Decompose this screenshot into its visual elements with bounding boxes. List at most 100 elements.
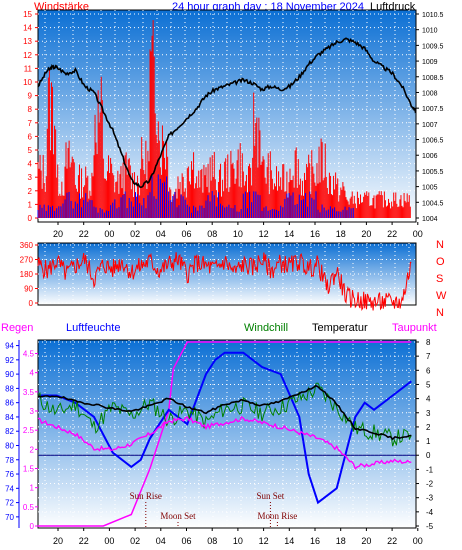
humidity-temp-grid [38, 340, 416, 528]
x-axis-ticks: 20 22 00 02 04 06 08 10 12 14 16 18 20 22 00 [53, 222, 423, 239]
x-tick-label: 20 [361, 229, 371, 239]
humidity-tick-label: 88 [5, 384, 14, 393]
dewpoint-legend-label: Taupunkt [392, 322, 437, 334]
x-tick-label: 04 [156, 229, 166, 239]
humidity-tick-label: 90 [5, 370, 14, 379]
wind-tick-label: 12 [23, 51, 32, 60]
rain-tick-label: 2 [30, 445, 35, 454]
rain-line [38, 341, 412, 527]
pressure-tick-label: 1006 [422, 153, 438, 160]
temperature-tick-label: 4 [426, 395, 431, 404]
x-tick-label: 00 [104, 229, 114, 239]
compass-label: S [436, 273, 443, 285]
pressure-right-axis: 1004 1004.5 1005 1005.5 1006 1006.5 1007 1007.5… [416, 12, 444, 223]
event-label: Sun Rise [130, 491, 162, 501]
wind-tick-label: 14 [23, 24, 32, 33]
wind-tick-label: 7 [28, 119, 33, 128]
direction-tick-label: 270 [20, 256, 34, 265]
x-tick-label: 14 [284, 229, 294, 239]
humidity-tick-label: 70 [5, 513, 14, 522]
wind-tick-label: 1 [28, 200, 33, 209]
dewpoint-line [37, 415, 412, 470]
wind-direction-series [37, 252, 412, 312]
temperature-legend-label: Temperatur [312, 322, 368, 334]
x-tick-label: 20 [53, 229, 63, 239]
x-tick-label: 10 [233, 536, 243, 546]
humidity-line [38, 351, 412, 505]
wind-tick-label: 0 [28, 214, 33, 223]
humidity-tick-label: 76 [5, 470, 14, 479]
wind-strength-series [37, 20, 411, 218]
temperature-tick-label: 0 [426, 451, 431, 460]
direction-tick-label: 360 [20, 241, 34, 250]
pressure-tick-label: 1006.5 [422, 138, 444, 145]
pressure-tick-label: 1007.5 [422, 106, 444, 113]
humidity-tick-label: 74 [5, 484, 14, 493]
wind-tick-label: 9 [28, 92, 33, 101]
temperature-tick-label: 6 [426, 366, 431, 375]
humidity-tick-label: 80 [5, 441, 14, 450]
rain-axis: 0 0.5 1 1.5 2 2.5 3 3.5 4 4.5 [23, 350, 38, 531]
pressure-tick-label: 1004.5 [422, 200, 444, 207]
temperature-tick-label: 8 [426, 338, 431, 347]
direction-left-axis: 0 90 180 270 360 [20, 241, 38, 308]
x-tick-label: 02 [130, 229, 140, 239]
wind-tick-label: 8 [28, 105, 33, 114]
rain-tick-label: 3.5 [23, 388, 35, 397]
temperature-tick-label: 7 [426, 352, 431, 361]
direction-tick-label: 180 [20, 270, 34, 279]
rain-tick-label: 0 [30, 522, 35, 531]
x-tick-label: 08 [207, 229, 217, 239]
wind-tick-label: 10 [23, 78, 32, 87]
wind-tick-label: 3 [28, 173, 33, 182]
x-tick-label: 22 [79, 536, 89, 546]
x-tick-label: 18 [336, 536, 346, 546]
temperature-tick-label: -3 [426, 494, 434, 503]
x-tick-label: 12 [259, 229, 269, 239]
x-tick-label: 22 [79, 229, 89, 239]
x-tick-label: 06 [181, 536, 191, 546]
compass-label: O [436, 256, 445, 268]
pressure-tick-label: 1004 [422, 216, 438, 223]
temperature-tick-label: -2 [426, 480, 434, 489]
wind-tick-label: 11 [24, 64, 33, 73]
rain-tick-label: 0.5 [23, 503, 35, 512]
temperature-tick-label: 2 [426, 423, 431, 432]
temperature-tick-label: -4 [426, 508, 434, 517]
pressure-tick-label: 1010 [422, 28, 438, 35]
humidity-tick-label: 82 [5, 427, 14, 436]
x-tick-label: 00 [104, 536, 114, 546]
x-tick-label: 02 [130, 536, 140, 546]
humidity-legend-label: Luftfeuchte [66, 322, 120, 334]
x-tick-label: 22 [387, 229, 397, 239]
x-tick-label: 18 [336, 229, 346, 239]
pressure-tick-label: 1009 [422, 59, 438, 66]
x-tick-label: 06 [181, 229, 191, 239]
wind-tick-label: 15 [23, 10, 32, 19]
rain-tick-label: 1 [30, 484, 35, 493]
x-tick-label: 12 [259, 536, 269, 546]
x-tick-label: 20 [53, 536, 63, 546]
pressure-tick-label: 1009.5 [422, 43, 444, 50]
pressure-tick-label: 1008 [422, 90, 438, 97]
x-tick-label: 08 [207, 536, 217, 546]
x-tick-label: 20 [361, 536, 371, 546]
wind-tick-label: 6 [28, 132, 33, 141]
rain-tick-label: 4 [30, 369, 35, 378]
x-tick-label: 04 [156, 536, 166, 546]
compass-label: N [436, 307, 444, 319]
humidity-axis: 70 72 74 76 78 80 82 84 86 88 90 92 94 [5, 340, 20, 528]
temperature-line [37, 384, 412, 441]
temperature-tick-label: 3 [426, 409, 431, 418]
compass-label: N [436, 239, 444, 251]
x-tick-label: 00 [413, 536, 423, 546]
x-tick-label: 00 [413, 229, 423, 239]
wind-tick-label: 2 [28, 187, 33, 196]
event-label: Moon Set [160, 511, 196, 521]
x-tick-label: 16 [310, 229, 320, 239]
temperature-tick-label: -5 [426, 522, 434, 531]
windchill-line [37, 382, 412, 447]
temperature-tick-label: 1 [426, 437, 431, 446]
humidity-tick-label: 94 [5, 342, 14, 351]
humidity-tick-label: 86 [5, 399, 14, 408]
